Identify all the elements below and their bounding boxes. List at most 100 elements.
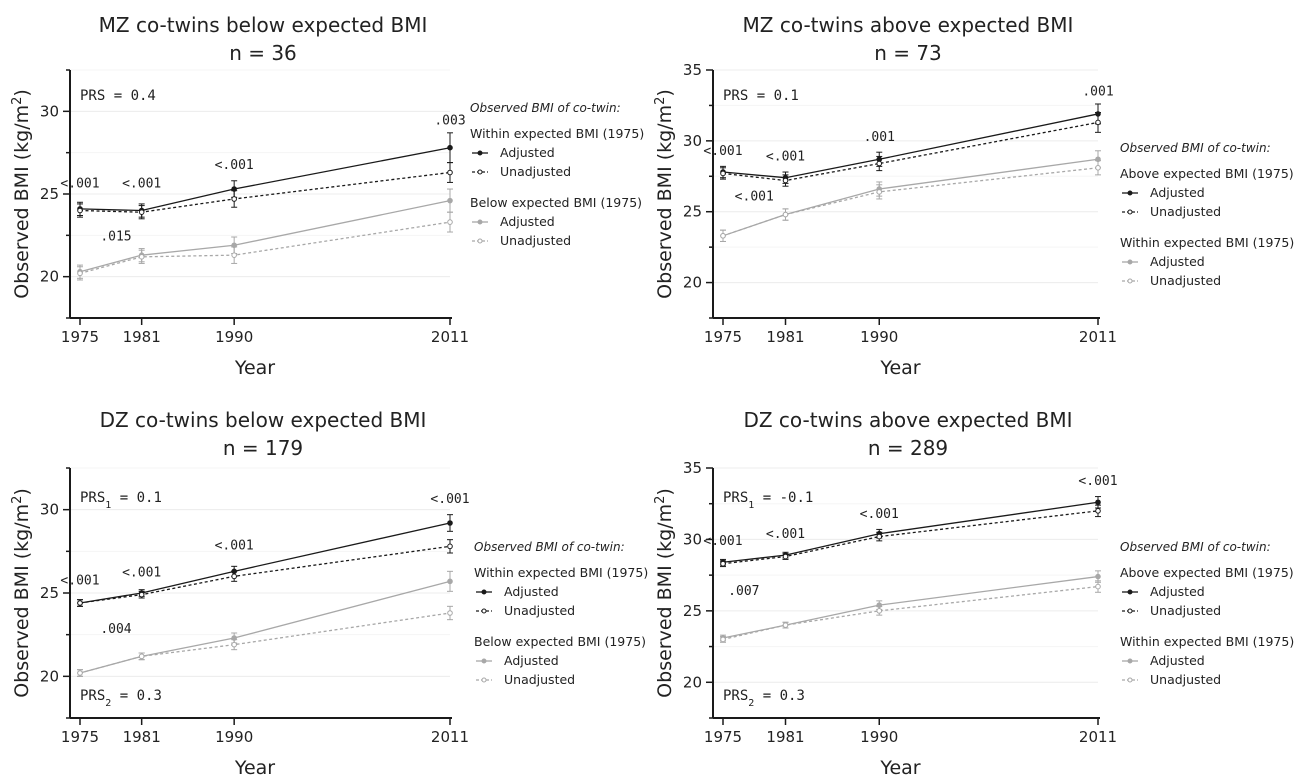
p-value-label: <.001: [122, 176, 161, 191]
p-value-label: <.001: [60, 574, 99, 589]
chart-panel-4: DZ co-twins above expected BMI n = 289 20 2…: [653, 408, 1295, 775]
x-tick-label: 2011: [1079, 728, 1117, 746]
data-point: [231, 641, 237, 648]
data-point: [447, 543, 453, 550]
data-point: [138, 591, 145, 598]
legend-item-label: Adjusted: [500, 214, 555, 229]
series-line: [722, 501, 1099, 563]
legend-group-label: Above expected BMI (1975): [1120, 565, 1294, 580]
legend: Observed BMI of co-twin: Within expected …: [474, 540, 648, 687]
p-value-label: <.001: [703, 144, 742, 159]
data-point: [1095, 499, 1101, 506]
legend-marker: [1127, 209, 1133, 215]
data-point: [447, 169, 453, 176]
x-tick-label: 1975: [704, 328, 742, 346]
data-point: [1095, 164, 1101, 171]
p-value-label: <.001: [766, 150, 805, 165]
legend-marker: [1127, 658, 1133, 664]
x-tick-label: 1990: [860, 728, 898, 746]
p-value-label: <.001: [1078, 474, 1117, 489]
p-value-label: <.001: [860, 507, 899, 522]
data-point: [231, 573, 237, 580]
series-2: [720, 112, 1101, 187]
x-tick-label: 1981: [123, 328, 161, 346]
legend-item-label: Adjusted: [504, 584, 559, 599]
legend-item-label: Unadjusted: [1150, 204, 1221, 219]
data-point: [876, 160, 883, 167]
chart-panel-1: MZ co-twins below expected BMI n = 36 20 25…: [10, 13, 645, 379]
legend-marker: [1127, 608, 1133, 614]
legend-marker: [1127, 589, 1133, 595]
prs-label: PRS1 = 0.1: [80, 490, 162, 511]
series-4: [77, 211, 453, 281]
x-tick-label: 1981: [766, 728, 804, 746]
series-line: [79, 199, 451, 273]
series-3: [77, 188, 453, 279]
data-point: [720, 636, 726, 643]
data-point: [447, 219, 453, 225]
data-point: [1095, 573, 1101, 580]
prs-label: PRS2 = 0.3: [80, 688, 162, 709]
y-axis-title: Observed BMI (kg/m2): [653, 89, 677, 299]
series-line: [79, 612, 451, 674]
data-point: [782, 622, 789, 628]
series-line: [722, 158, 1099, 237]
chart-title: MZ co-twins above expected BMI: [743, 13, 1074, 37]
data-point: [782, 553, 789, 560]
chart-panel-3: DZ co-twins below expected BMI n = 179 20 2…: [10, 408, 649, 775]
legend: Observed BMI of co-twin: Within expected …: [470, 101, 644, 248]
data-point: [77, 270, 83, 277]
series-line: [79, 221, 451, 274]
data-point: [782, 211, 789, 218]
legend-item-label: Adjusted: [1150, 254, 1205, 269]
y-axis-title: Observed BMI (kg/m2): [10, 488, 34, 698]
y-tick-label: 30: [40, 102, 59, 120]
series-3: [720, 570, 1101, 642]
x-tick-label: 1975: [61, 328, 99, 346]
series-1: [720, 103, 1101, 184]
p-value-label: <.001: [703, 534, 742, 549]
data-point: [720, 233, 726, 239]
legend-item-label: Unadjusted: [504, 603, 575, 618]
legend-marker: [1127, 278, 1133, 284]
prs-label: PRS = 0.1: [723, 88, 799, 104]
y-axis-title: Observed BMI (kg/m2): [10, 89, 34, 299]
legend-marker: [477, 169, 483, 175]
p-value-label: <.001: [60, 176, 99, 191]
p-value-label: .001: [1082, 85, 1113, 100]
p-value-label: .015: [100, 229, 131, 244]
chart-panel-2: MZ co-twins above expected BMI n = 73 20 25…: [653, 13, 1295, 379]
y-tick-label: 30: [40, 501, 59, 519]
data-point: [876, 608, 883, 614]
legend-marker: [481, 608, 487, 614]
legend-heading: Observed BMI of co-twin:: [470, 101, 621, 115]
x-axis-title: Year: [234, 357, 275, 379]
x-tick-label: 1975: [704, 728, 742, 746]
y-tick-label: 20: [683, 274, 702, 292]
data-point: [876, 533, 883, 540]
series-line: [79, 580, 451, 674]
series-line: [722, 575, 1099, 639]
data-point: [720, 170, 726, 177]
legend-group-label: Below expected BMI (1975): [470, 195, 642, 210]
legend-group-label: Within expected BMI (1975): [474, 565, 648, 580]
legend-group-label: Within expected BMI (1975): [1120, 634, 1294, 649]
legend: Observed BMI of co-twin: Above expected B…: [1120, 141, 1294, 288]
x-axis-title: Year: [879, 757, 920, 775]
chart-title: DZ co-twins above expected BMI: [743, 408, 1072, 432]
legend-group-label: Above expected BMI (1975): [1120, 166, 1294, 181]
data-point: [447, 144, 453, 151]
x-tick-label: 1990: [215, 328, 253, 346]
p-value-label: <.001: [215, 539, 254, 554]
series-1: [77, 132, 453, 218]
series-2: [77, 162, 453, 220]
chart-subtitle: n = 73: [874, 41, 942, 65]
legend-heading: Observed BMI of co-twin:: [1120, 540, 1271, 554]
series-2: [720, 504, 1101, 568]
chart-subtitle: n = 179: [223, 436, 303, 460]
data-point: [876, 189, 883, 195]
prs-label: PRS = 0.4: [80, 88, 156, 104]
p-value-label: .003: [434, 114, 465, 129]
data-point: [77, 600, 83, 606]
